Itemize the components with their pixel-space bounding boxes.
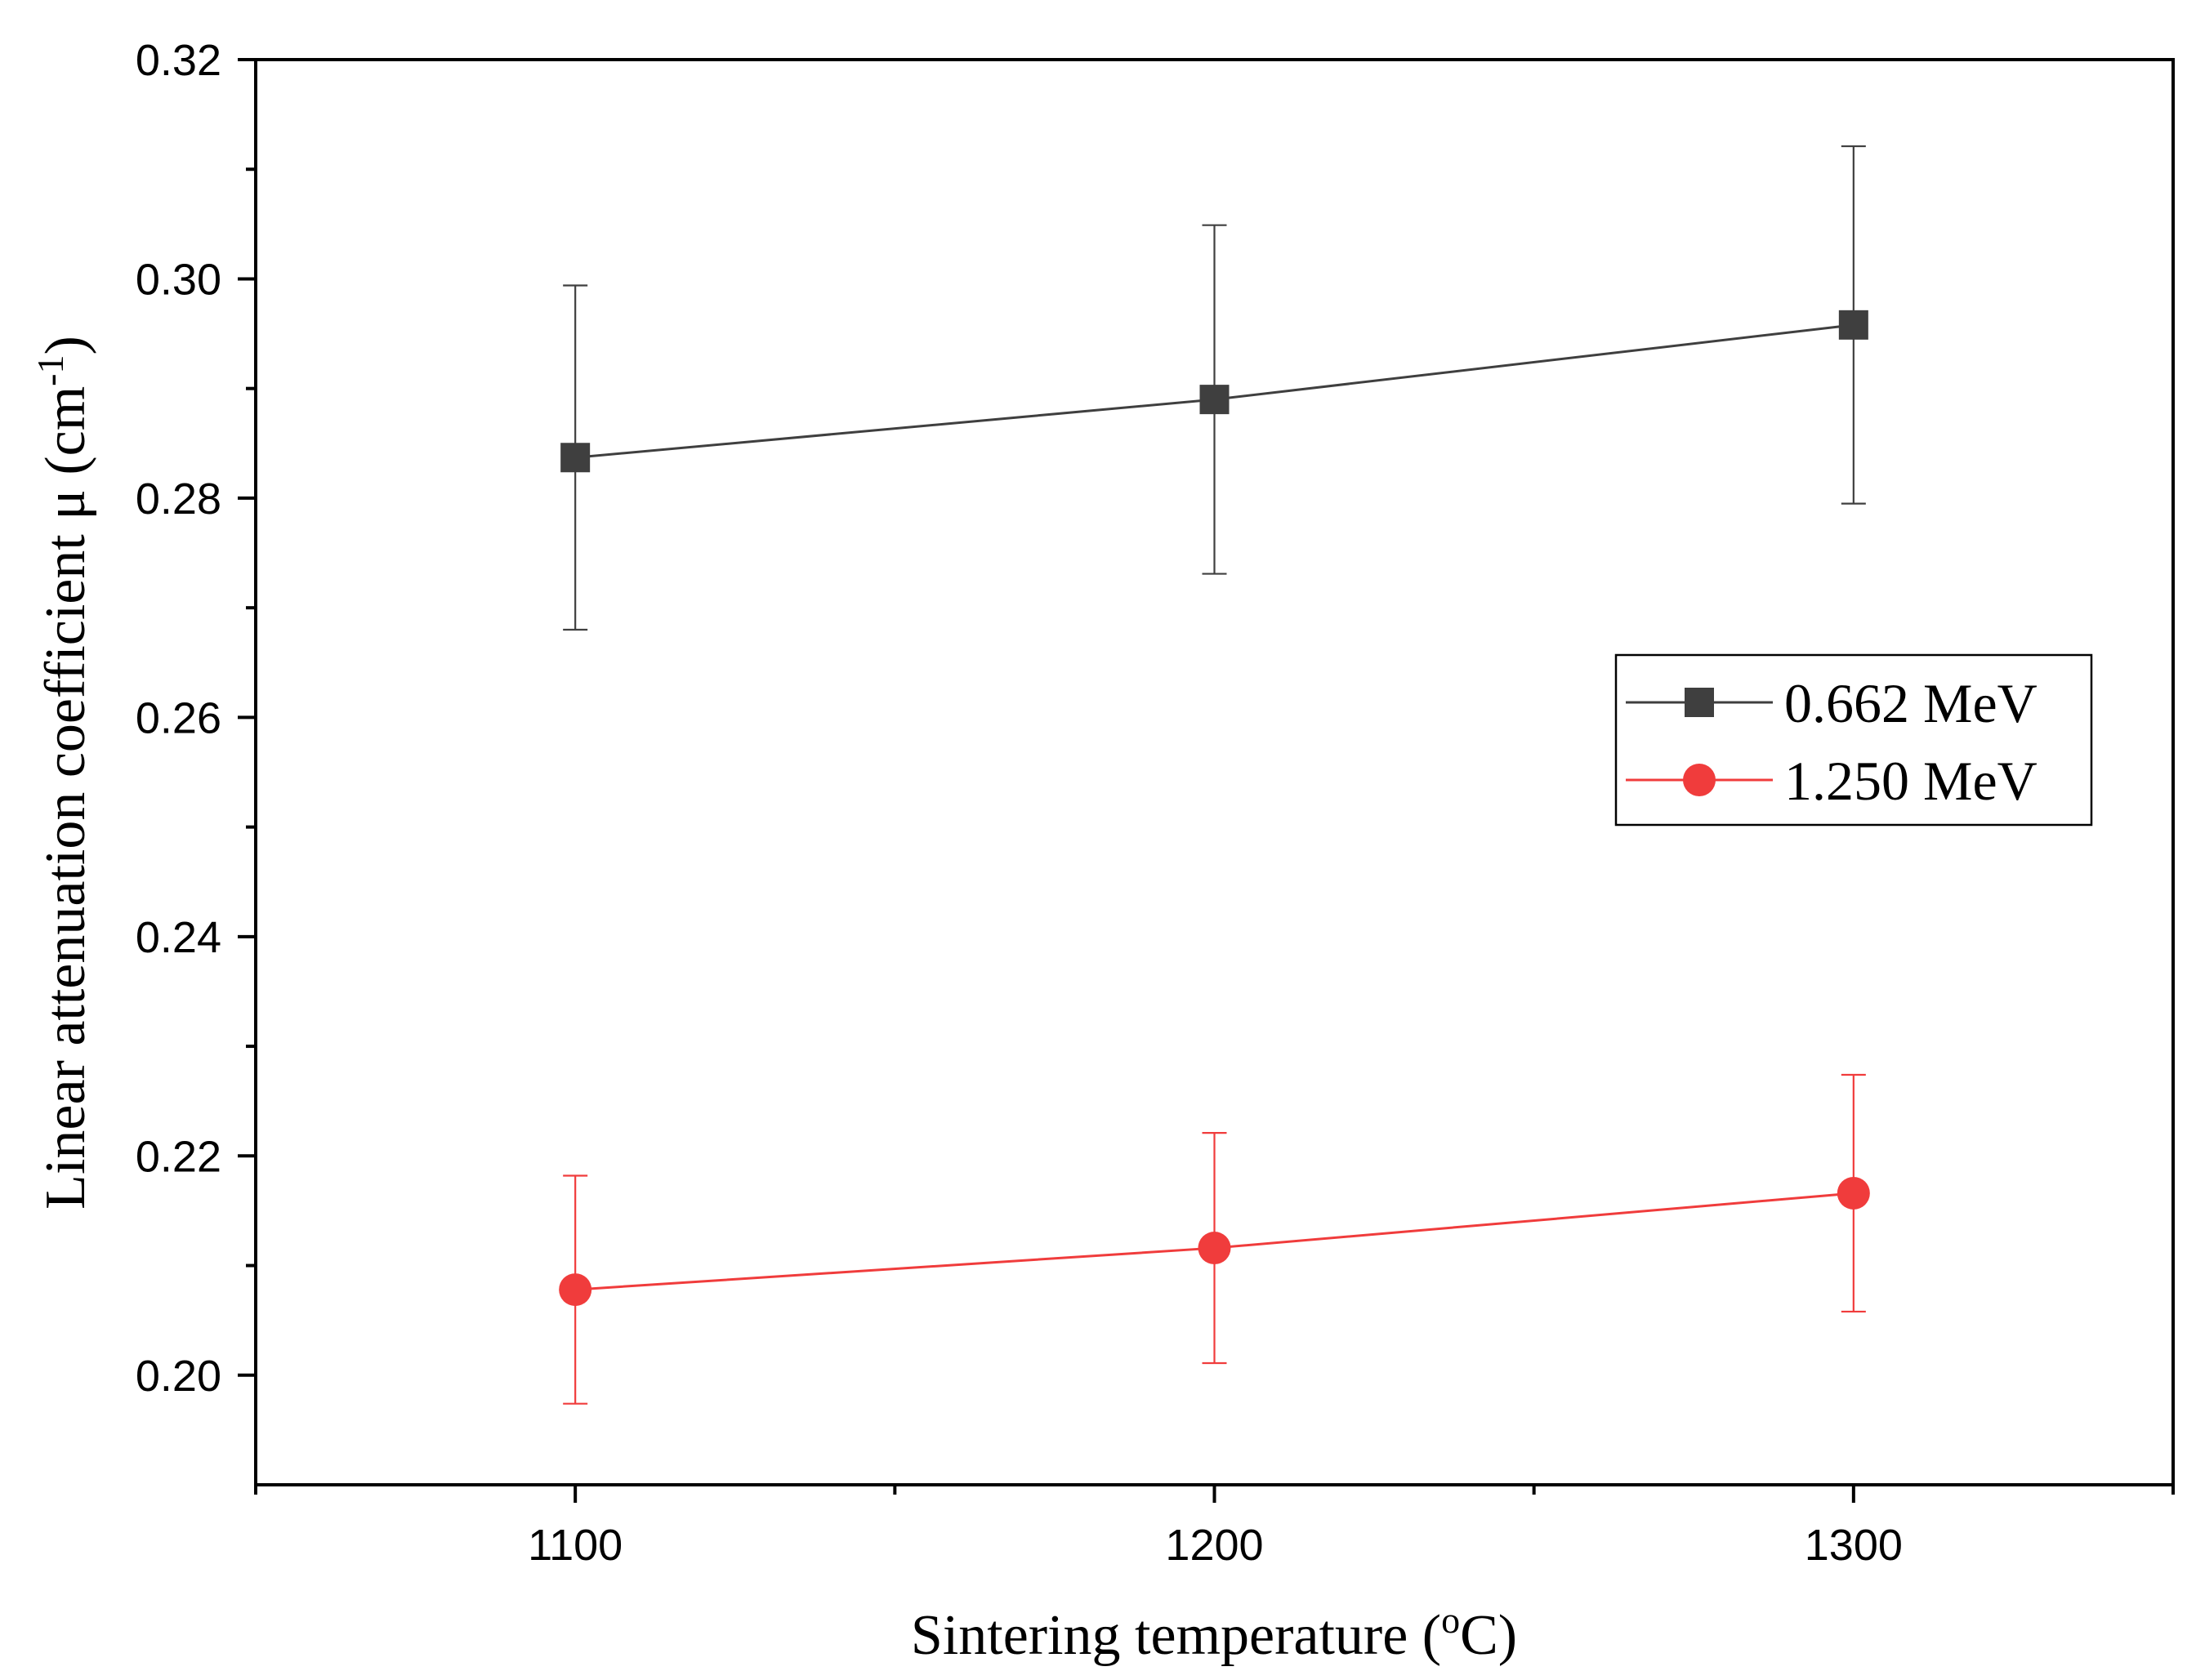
y-tick-label: 0.28 xyxy=(136,475,221,524)
legend-label-0: 0.662 MeV xyxy=(1784,672,2038,734)
y-axis-title-sup: -1 xyxy=(29,354,71,385)
data-point-circle xyxy=(559,1273,592,1307)
y-axis-title: Linear attenuation coefficient μ (cm-1) xyxy=(29,336,97,1210)
y-tick-label: 0.32 xyxy=(136,36,221,85)
x-axis-title-tail: C) xyxy=(1460,1604,1517,1667)
x-tick-label: 1300 xyxy=(1805,1521,1903,1570)
data-point-square xyxy=(1199,385,1230,415)
data-point-square xyxy=(1838,310,1868,340)
data-point-circle xyxy=(1198,1232,1231,1265)
y-tick-label: 0.22 xyxy=(136,1132,221,1181)
x-axis-title-main: Sintering temperature ( xyxy=(911,1604,1441,1667)
x-axis-title-sup: o xyxy=(1441,1599,1460,1641)
x-axis-title: Sintering temperature (oC) xyxy=(911,1599,1517,1667)
legend-marker-1 xyxy=(1683,764,1716,796)
legend-label-1: 1.250 MeV xyxy=(1784,750,2038,812)
y-tick-label: 0.30 xyxy=(136,255,221,304)
y-tick-label: 0.26 xyxy=(136,693,221,742)
legend-marker-0 xyxy=(1685,688,1714,717)
legend: 0.662 MeV 1.250 MeV xyxy=(1614,653,2093,827)
x-tick-label: 1200 xyxy=(1165,1521,1263,1570)
y-axis-title-tail: ) xyxy=(34,336,97,354)
x-tick-label: 1100 xyxy=(528,1521,623,1570)
y-tick-label: 0.20 xyxy=(136,1352,221,1401)
y-axis-title-main: Linear attenuation coefficient μ (cm xyxy=(34,386,97,1210)
data-point-square xyxy=(560,443,591,473)
data-series xyxy=(559,145,1870,1405)
data-point-circle xyxy=(1837,1176,1870,1210)
legend-box xyxy=(1614,653,2093,827)
y-tick-label: 0.24 xyxy=(136,913,221,962)
axis-ticks: 0.20 0.22 0.24 0.26 0.28 0.30 0.32 1100 1200 1300 xyxy=(136,36,2175,1570)
